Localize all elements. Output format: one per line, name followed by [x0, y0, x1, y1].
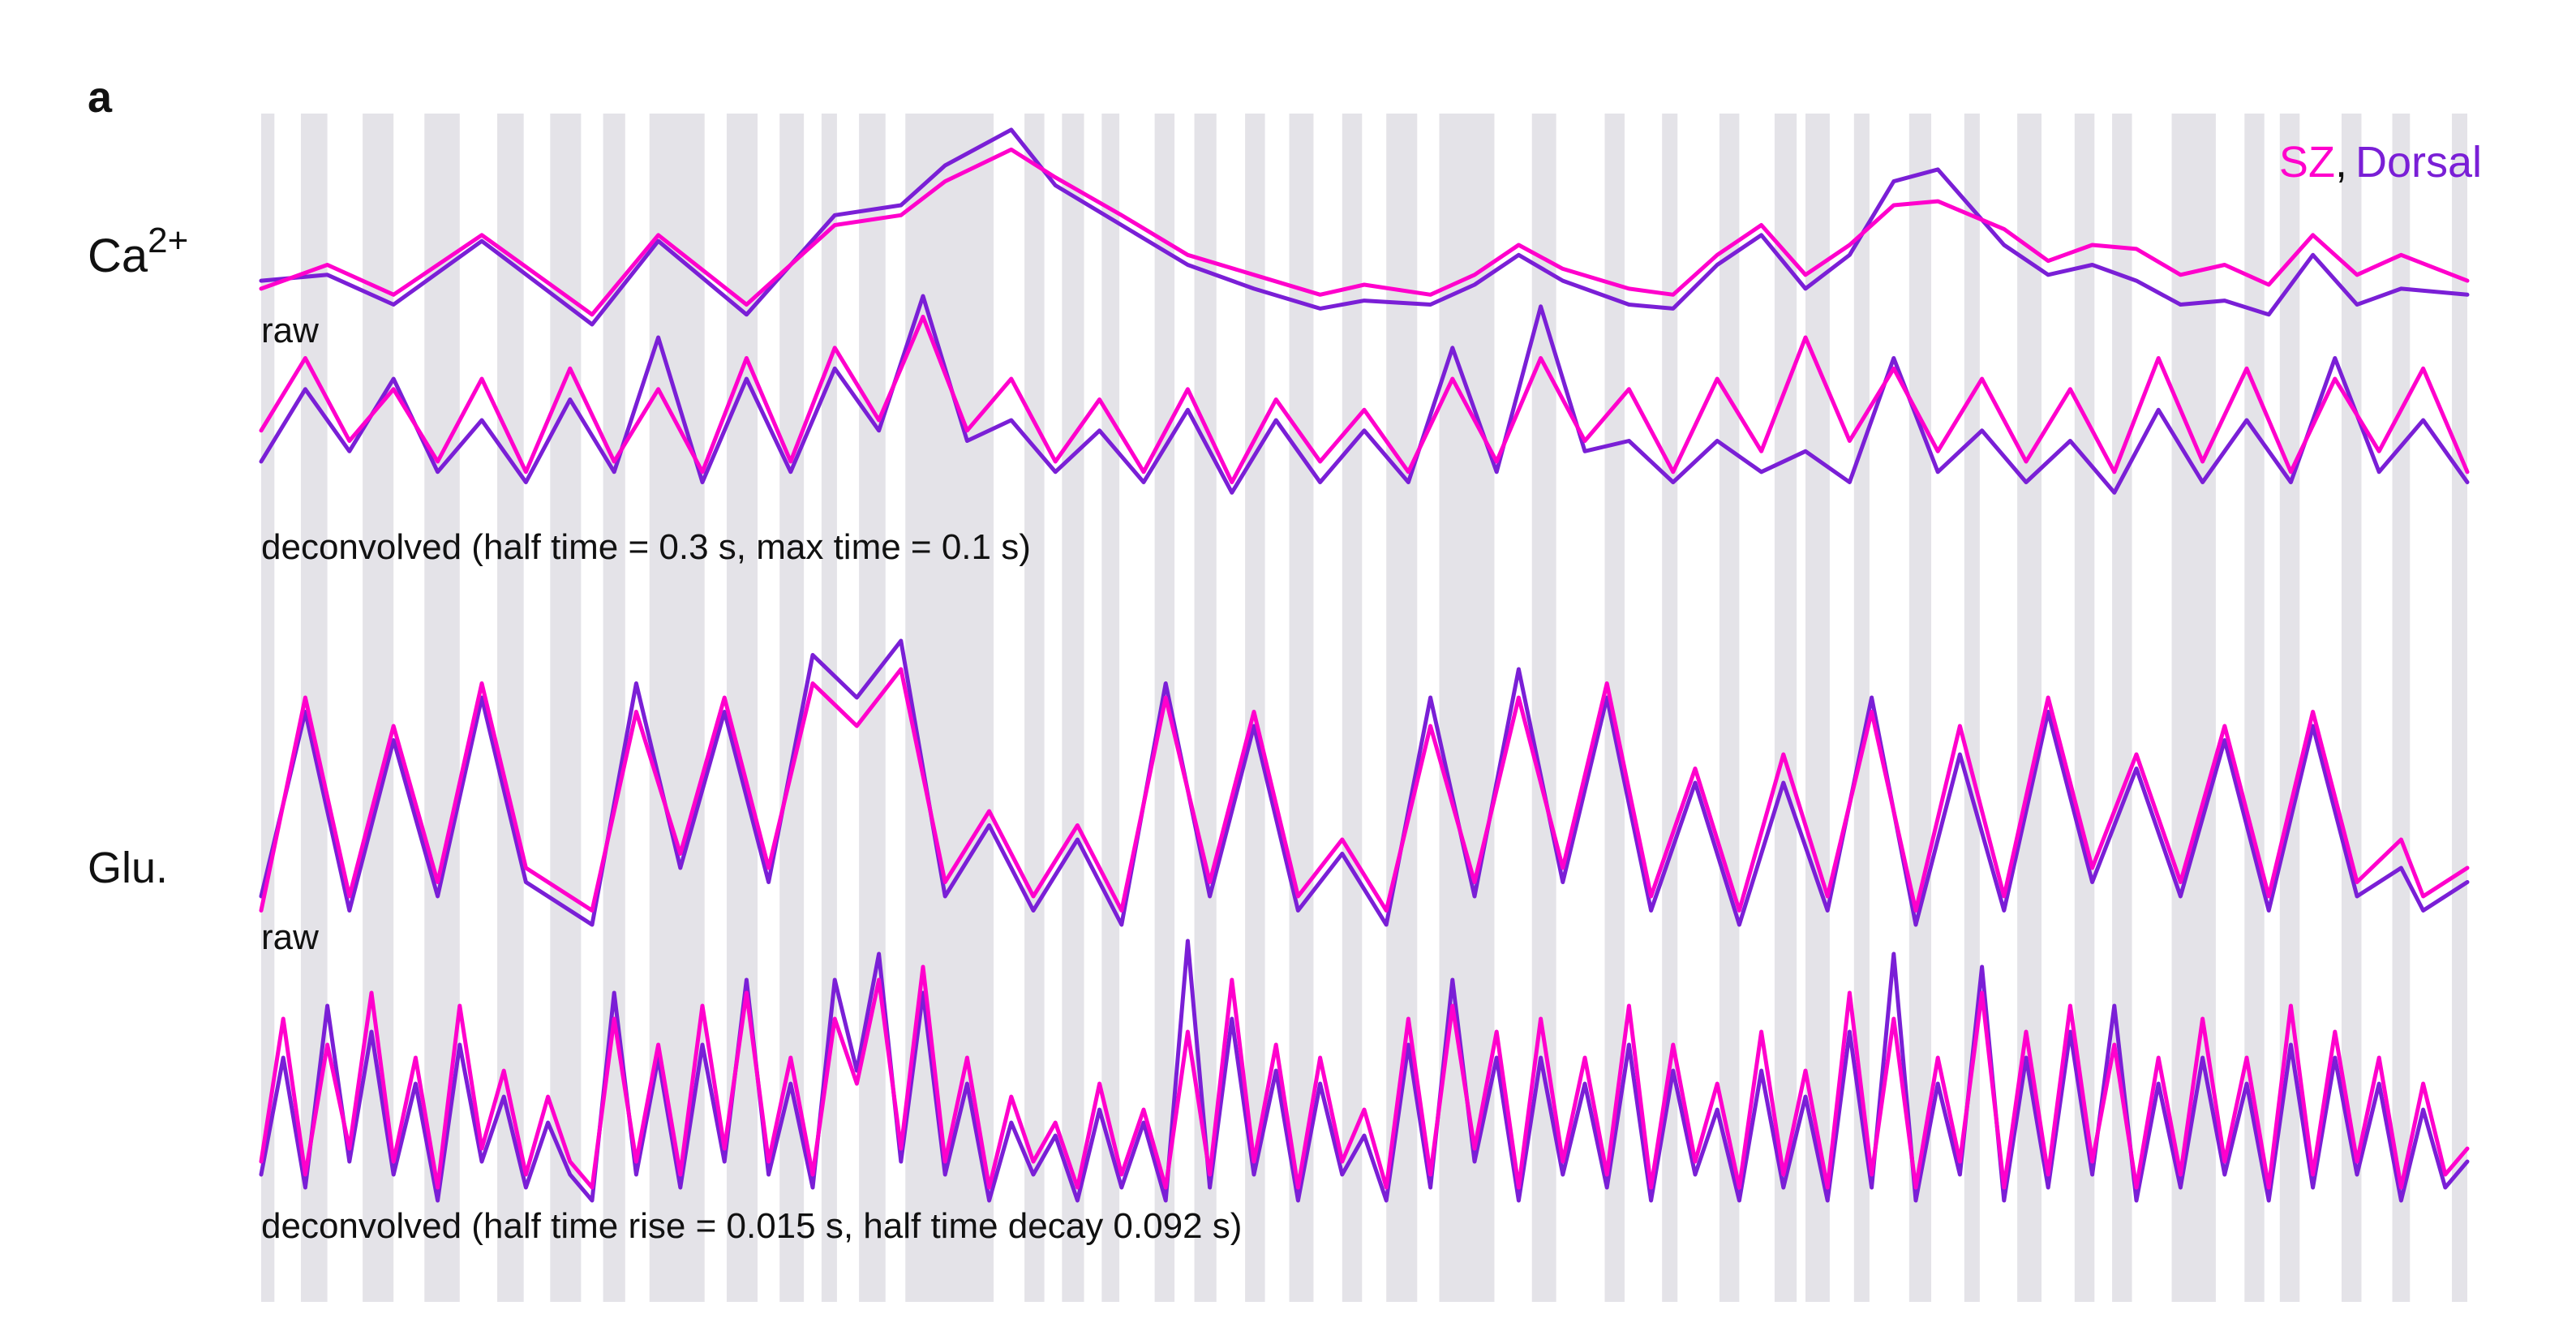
sublabel-glu-raw: raw [261, 917, 319, 957]
legend-separator: , [2335, 138, 2347, 187]
stimulus-band-3 [363, 114, 394, 1302]
trace-lines [259, 127, 2470, 1203]
stimulus-bands [261, 114, 2467, 1302]
stimulus-band-41 [2451, 114, 2467, 1302]
trace-ca-raw-sz [259, 147, 2470, 317]
legend: SZ, Dorsal [2279, 138, 2482, 187]
stimulus-band-21 [1342, 114, 1363, 1302]
trace-glu-raw-sz [259, 667, 2470, 913]
stimulus-band-23 [1439, 114, 1495, 1302]
stimulus-band-31 [1908, 114, 1932, 1302]
stimulus-band-40 [2392, 114, 2411, 1302]
trace-ca-deconv-dorsal [259, 294, 2470, 495]
stimulus-band-4 [424, 114, 460, 1302]
sublabel-ca-raw: raw [261, 311, 319, 350]
panel-letter: a [88, 73, 113, 122]
stimulus-band-20 [1289, 114, 1314, 1302]
trace-glu-deconv-sz [259, 964, 2470, 1190]
sublabel-glu-deconvolved: deconvolved (half time rise = 0.015 s, h… [261, 1206, 1242, 1246]
stimulus-band-29 [1805, 114, 1830, 1302]
legend-dorsal: Dorsal [2355, 138, 2482, 187]
stimulus-band-36 [2171, 114, 2216, 1302]
row-label-ca-superscript: 2+ [148, 221, 188, 260]
row-label-glu: Glu. [88, 844, 168, 892]
stimulus-band-11 [821, 114, 837, 1302]
legend-sz: SZ [2279, 138, 2335, 187]
stimulus-band-28 [1774, 114, 1797, 1302]
stimulus-band-30 [1853, 114, 1870, 1302]
sublabel-ca-deconvolved: deconvolved (half time = 0.3 s, max time… [261, 527, 1031, 567]
stimulus-band-38 [2279, 114, 2300, 1302]
stimulus-band-13 [905, 114, 994, 1302]
stimulus-band-14 [1024, 114, 1045, 1302]
row-label-ca: Ca2+ [88, 221, 188, 282]
row-label-ca-base: Ca [88, 230, 148, 282]
stimulus-band-15 [1062, 114, 1084, 1302]
stimulus-band-7 [603, 114, 625, 1302]
trace-ca-deconv-sz [259, 315, 2470, 484]
stimulus-band-8 [649, 114, 705, 1302]
stimulus-band-6 [550, 114, 582, 1302]
trace-glu-raw-dorsal [259, 638, 2470, 927]
stimulus-band-26 [1662, 114, 1678, 1302]
